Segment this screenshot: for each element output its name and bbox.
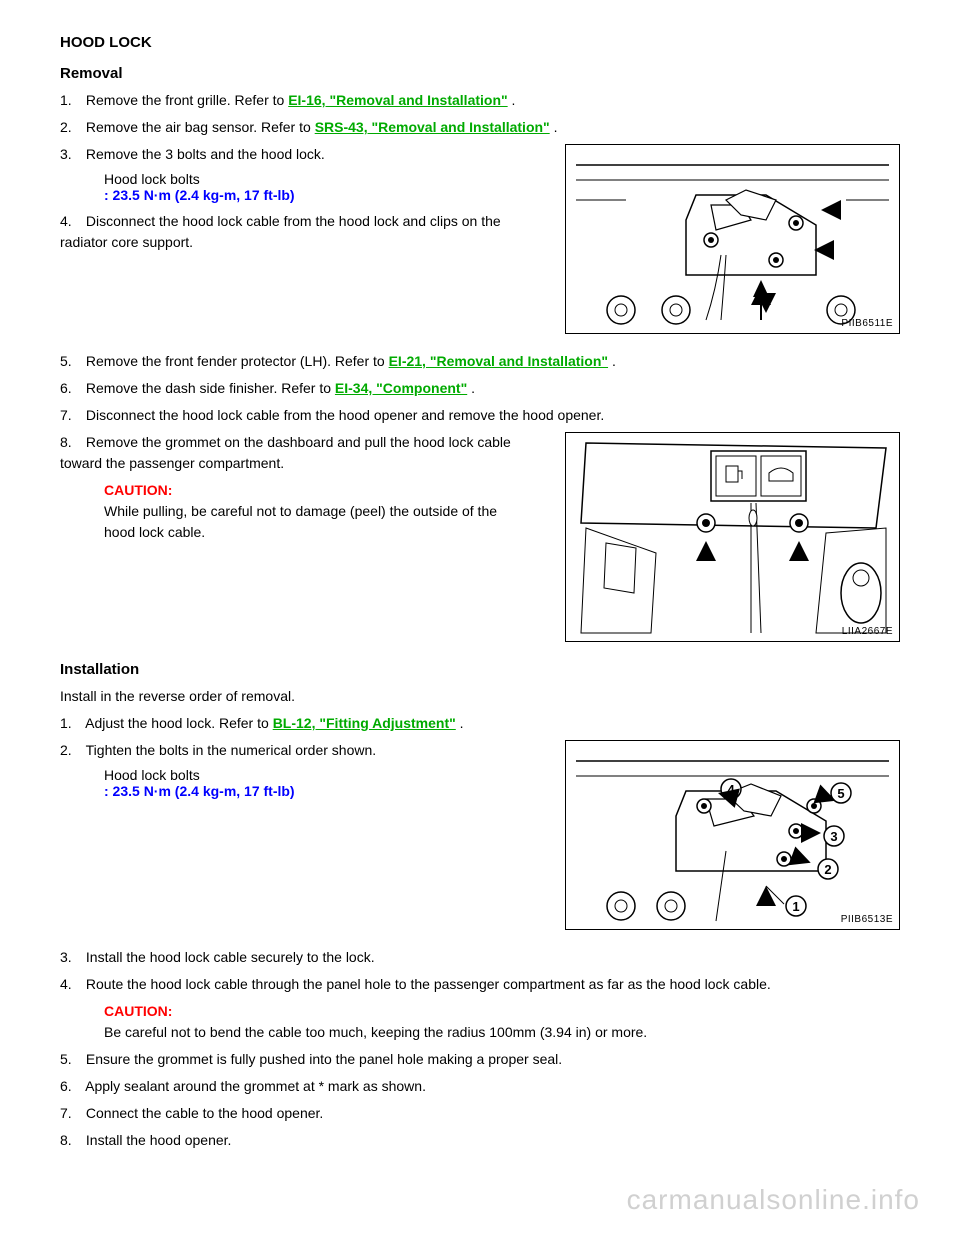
step-2: 2. Remove the air bag sensor. Refer to S… bbox=[60, 117, 900, 138]
step-1: 1. Remove the front grille. Refer to EI-… bbox=[60, 90, 900, 111]
torque-label: Hood lock bolts bbox=[104, 767, 515, 783]
step-text: Connect the cable to the hood opener. bbox=[86, 1105, 323, 1121]
step-text: Apply sealant around the grommet at * ma… bbox=[85, 1078, 426, 1094]
svg-text:1: 1 bbox=[792, 899, 799, 914]
step-text: . bbox=[512, 92, 516, 108]
step-text: Tighten the bolts in the numerical order… bbox=[86, 742, 377, 758]
link-srs43[interactable]: SRS-43, "Removal and Installation" bbox=[315, 119, 550, 135]
figure-hood-lock-bolts: PIIB6511E bbox=[565, 144, 900, 334]
figure-hood-lock-sequence: 4 5 3 2 1 bbox=[565, 740, 900, 930]
step-text: . bbox=[471, 380, 475, 396]
caution-text: While pulling, be careful not to damage … bbox=[104, 503, 497, 540]
figure-hood-opener: LIIA2667E bbox=[565, 432, 900, 642]
install-step-6: 6. Apply sealant around the grommet at *… bbox=[60, 1076, 900, 1097]
step-text: Remove the air bag sensor. Refer to bbox=[86, 119, 315, 135]
install-step-3: 3. Install the hood lock cable securely … bbox=[60, 947, 900, 968]
step-text: Remove the 3 bolts and the hood lock. bbox=[86, 146, 325, 162]
step-text: Adjust the hood lock. Refer to bbox=[85, 715, 273, 731]
step-num: 3. bbox=[60, 144, 82, 165]
svg-text:2: 2 bbox=[824, 862, 831, 877]
hood-lock-title: HOOD LOCK bbox=[60, 34, 900, 51]
install-step-4: 4. Route the hood lock cable through the… bbox=[60, 974, 900, 995]
install-step-2: 2. Tighten the bolts in the numerical or… bbox=[60, 740, 515, 761]
step-num: 4. bbox=[60, 211, 82, 232]
step-text: Remove the front fender protector (LH). … bbox=[86, 353, 389, 369]
step-num: 2. bbox=[60, 740, 82, 761]
step-text: Remove the dash side finisher. Refer to bbox=[86, 380, 335, 396]
caution-label: CAUTION: bbox=[104, 482, 172, 498]
step-num: 6. bbox=[60, 1076, 82, 1097]
installation-title: Installation bbox=[60, 661, 900, 678]
step-num: 7. bbox=[60, 1103, 82, 1124]
caution-text: Be careful not to bend the cable too muc… bbox=[104, 1024, 647, 1040]
removal-subtitle: Removal bbox=[60, 65, 900, 82]
step-num: 8. bbox=[60, 1130, 82, 1151]
torque-label: Hood lock bolts bbox=[104, 171, 515, 187]
step-text: Remove the grommet on the dashboard and … bbox=[60, 434, 511, 471]
link-ei21[interactable]: EI-21, "Removal and Installation" bbox=[389, 353, 608, 369]
step-num: 5. bbox=[60, 1049, 82, 1070]
step-num: 5. bbox=[60, 351, 82, 372]
step-num: 6. bbox=[60, 378, 82, 399]
step-text: . bbox=[460, 715, 464, 731]
svg-text:5: 5 bbox=[837, 786, 844, 801]
step-num: 8. bbox=[60, 432, 82, 453]
step-text: Install the hood opener. bbox=[86, 1132, 232, 1148]
link-bl12[interactable]: BL-12, "Fitting Adjustment" bbox=[273, 715, 456, 731]
step-text: Disconnect the hood lock cable from the … bbox=[86, 407, 604, 423]
figure-label: LIIA2667E bbox=[842, 626, 893, 637]
step-num: 4. bbox=[60, 974, 82, 995]
install-step-7: 7. Connect the cable to the hood opener. bbox=[60, 1103, 900, 1124]
link-ei34[interactable]: EI-34, "Component" bbox=[335, 380, 467, 396]
step-num: 3. bbox=[60, 947, 82, 968]
figure-label: PIIB6511E bbox=[841, 318, 893, 329]
install-step-5: 5. Ensure the grommet is fully pushed in… bbox=[60, 1049, 900, 1070]
step-num: 1. bbox=[60, 713, 82, 734]
step-num: 2. bbox=[60, 117, 82, 138]
figure-label: PIIB6513E bbox=[841, 914, 893, 925]
torque-value: : 23.5 N·m (2.4 kg-m, 17 ft-lb) bbox=[104, 187, 515, 203]
svg-text:3: 3 bbox=[830, 829, 837, 844]
step-text: Install the hood lock cable securely to … bbox=[86, 949, 375, 965]
step-num: 1. bbox=[60, 90, 82, 111]
watermark: carmanualsonline.info bbox=[627, 1184, 920, 1216]
step-8: 8. Remove the grommet on the dashboard a… bbox=[60, 432, 515, 474]
caution-label: CAUTION: bbox=[104, 1003, 172, 1019]
step-text: Route the hood lock cable through the pa… bbox=[86, 976, 771, 992]
step-text: . bbox=[612, 353, 616, 369]
step-num: 7. bbox=[60, 405, 82, 426]
step-text: . bbox=[554, 119, 558, 135]
link-ei16[interactable]: EI-16, "Removal and Installation" bbox=[288, 92, 507, 108]
step-text: Ensure the grommet is fully pushed into … bbox=[86, 1051, 562, 1067]
install-intro: Install in the reverse order of removal. bbox=[60, 686, 900, 707]
install-step-8: 8. Install the hood opener. bbox=[60, 1130, 900, 1151]
step-6: 6. Remove the dash side finisher. Refer … bbox=[60, 378, 900, 399]
step-7: 7. Disconnect the hood lock cable from t… bbox=[60, 405, 900, 426]
step-text: Disconnect the hood lock cable from the … bbox=[60, 213, 501, 250]
torque-value: : 23.5 N·m (2.4 kg-m, 17 ft-lb) bbox=[104, 783, 515, 799]
step-5: 5. Remove the front fender protector (LH… bbox=[60, 351, 900, 372]
step-3: 3. Remove the 3 bolts and the hood lock. bbox=[60, 144, 515, 165]
step-text: Remove the front grille. Refer to bbox=[86, 92, 288, 108]
step-4: 4. Disconnect the hood lock cable from t… bbox=[60, 211, 515, 253]
install-step-1: 1. Adjust the hood lock. Refer to BL-12,… bbox=[60, 713, 900, 734]
